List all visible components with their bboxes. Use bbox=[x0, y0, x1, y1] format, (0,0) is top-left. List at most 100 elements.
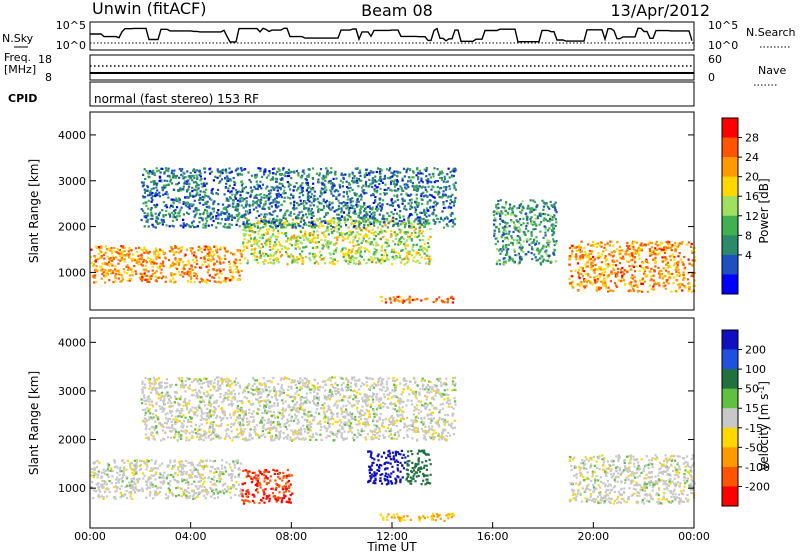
power-cell bbox=[449, 171, 452, 174]
power-cell bbox=[352, 239, 355, 242]
velocity-cell bbox=[210, 487, 213, 491]
velocity-cell bbox=[123, 461, 126, 464]
power-cell bbox=[669, 265, 672, 269]
power-cell bbox=[298, 196, 301, 199]
power-cell bbox=[412, 243, 415, 246]
power-cell bbox=[377, 167, 380, 170]
power-cell bbox=[441, 300, 444, 303]
power-cell bbox=[215, 249, 218, 252]
power-cell bbox=[233, 253, 236, 256]
power-cell bbox=[260, 196, 263, 199]
power-cell bbox=[403, 300, 406, 303]
power-cell bbox=[175, 260, 178, 263]
velocity-cell bbox=[171, 474, 174, 477]
power-cell bbox=[669, 273, 672, 276]
power-cell bbox=[112, 271, 115, 275]
power-cell bbox=[141, 264, 144, 267]
power-cell bbox=[203, 177, 206, 180]
power-cell bbox=[335, 213, 339, 216]
power-cell bbox=[281, 223, 284, 226]
power-cell bbox=[258, 250, 262, 253]
power-cell bbox=[157, 217, 160, 220]
power-cell bbox=[357, 251, 360, 254]
power-cell bbox=[360, 207, 363, 210]
power-cell bbox=[427, 209, 430, 212]
power-cell bbox=[417, 252, 420, 255]
power-cell bbox=[189, 271, 192, 274]
power-cell bbox=[325, 213, 328, 216]
power-cell bbox=[242, 249, 245, 252]
power-cell bbox=[383, 217, 386, 221]
power-cell bbox=[514, 228, 517, 231]
power-cell bbox=[541, 199, 544, 202]
power-cell bbox=[614, 271, 617, 274]
velocity-cell bbox=[180, 487, 183, 490]
power-cell bbox=[581, 255, 585, 259]
power-cell bbox=[414, 260, 418, 264]
power-cell bbox=[378, 183, 381, 186]
power-cell bbox=[351, 231, 354, 234]
velocity-cell bbox=[150, 469, 153, 472]
power-cell bbox=[517, 206, 521, 209]
power-cell bbox=[319, 217, 322, 220]
power-cell bbox=[393, 221, 396, 224]
power-cell bbox=[680, 258, 683, 261]
power-cell bbox=[198, 170, 201, 173]
velocity-cell bbox=[93, 474, 96, 477]
power-cell bbox=[196, 188, 199, 191]
power-cell bbox=[502, 231, 505, 234]
power-cell bbox=[322, 174, 325, 177]
power-cell bbox=[423, 252, 426, 255]
power-cell bbox=[640, 282, 643, 285]
power-cell bbox=[451, 175, 454, 178]
power-cell bbox=[142, 173, 145, 176]
power-cell bbox=[185, 248, 188, 251]
power-cell bbox=[302, 260, 305, 263]
power-cell bbox=[314, 223, 317, 226]
power-cell bbox=[510, 219, 513, 222]
power-cell bbox=[240, 204, 243, 207]
power-cell bbox=[274, 197, 277, 200]
power-cell bbox=[303, 232, 307, 235]
power-cell bbox=[357, 204, 360, 207]
power-cell bbox=[148, 277, 151, 280]
power-cell bbox=[612, 255, 615, 258]
power-cell bbox=[610, 271, 613, 274]
power-cell bbox=[603, 284, 606, 287]
power-cell bbox=[546, 229, 550, 232]
power-cell bbox=[387, 244, 390, 247]
velocity-cell bbox=[182, 490, 185, 493]
power-cell bbox=[643, 280, 646, 283]
velocity-cell bbox=[210, 465, 213, 468]
power-cell bbox=[187, 185, 191, 188]
power-cell bbox=[111, 270, 115, 273]
power-cell bbox=[240, 255, 243, 258]
velocity-cell bbox=[149, 469, 152, 472]
power-cell bbox=[264, 259, 267, 263]
power-cell bbox=[259, 227, 262, 230]
velocity-cell bbox=[150, 459, 153, 462]
power-cell bbox=[378, 202, 381, 205]
velocity-cell bbox=[106, 487, 109, 490]
power-cell bbox=[602, 282, 605, 285]
power-cell bbox=[356, 167, 359, 170]
power-cell bbox=[145, 261, 148, 264]
velocity-cell bbox=[190, 476, 193, 479]
velocity-cell bbox=[192, 495, 195, 498]
power-cell bbox=[224, 257, 227, 260]
power-cell bbox=[93, 263, 96, 266]
power-cell bbox=[415, 252, 418, 255]
power-cell bbox=[506, 238, 509, 241]
velocity-cell bbox=[169, 461, 172, 464]
power-cell bbox=[245, 191, 248, 194]
power-cell bbox=[619, 252, 622, 255]
power-cell bbox=[312, 200, 316, 203]
velocity-cell bbox=[225, 490, 228, 493]
power-cell bbox=[517, 220, 520, 223]
power-cell bbox=[268, 197, 271, 200]
power-cell bbox=[435, 299, 438, 302]
freq-trace bbox=[90, 65, 694, 74]
power-cell bbox=[346, 202, 349, 205]
power-cell bbox=[533, 213, 536, 217]
velocity-cell bbox=[219, 477, 223, 480]
